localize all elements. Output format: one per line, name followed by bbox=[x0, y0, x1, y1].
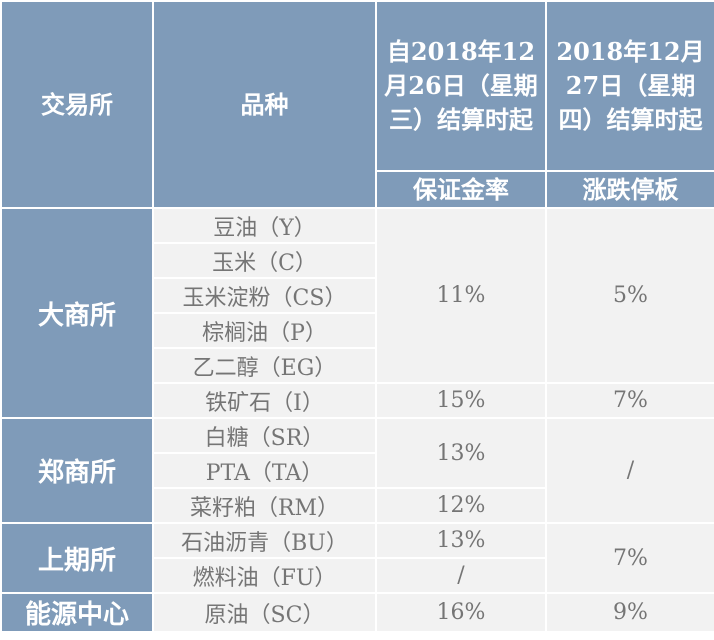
exchange-czce: 郑商所 bbox=[0, 417, 154, 524]
exchange-ine: 能源中心 bbox=[0, 592, 154, 633]
product-fuel-oil: 燃料油（FU） bbox=[152, 557, 377, 594]
product-corn-starch: 玉米淀粉（CS） bbox=[152, 277, 377, 314]
product-rapeseed-meal: 菜籽粕（RM） bbox=[152, 487, 377, 524]
limit-crude-oil: 9% bbox=[545, 592, 714, 633]
header-date-margin: 自2018年12月26日（星期三）结算时起 bbox=[375, 0, 547, 172]
limit-czce: / bbox=[545, 417, 714, 524]
product-bitumen: 石油沥青（BU） bbox=[152, 522, 377, 559]
product-pta: PTA（TA） bbox=[152, 452, 377, 489]
margin-czce-group: 13% bbox=[375, 417, 547, 489]
margin-fuel-oil: / bbox=[375, 557, 547, 594]
header-date-limit: 2018年12月27日（星期四）结算时起 bbox=[545, 0, 714, 172]
product-soybean-oil: 豆油（Y） bbox=[152, 207, 377, 244]
margin-dce-group: 11% bbox=[375, 207, 547, 384]
header-price-limit: 涨跌停板 bbox=[545, 170, 714, 209]
margin-crude-oil: 16% bbox=[375, 592, 547, 633]
limit-iron-ore: 7% bbox=[545, 382, 714, 419]
limit-dce-group: 5% bbox=[545, 207, 714, 384]
product-iron-ore: 铁矿石（I） bbox=[152, 382, 377, 419]
exchange-shfe: 上期所 bbox=[0, 522, 154, 594]
product-crude-oil: 原油（SC） bbox=[152, 592, 377, 633]
limit-shfe: 7% bbox=[545, 522, 714, 594]
product-corn: 玉米（C） bbox=[152, 242, 377, 279]
margin-bitumen: 13% bbox=[375, 522, 547, 559]
margin-rapeseed-meal: 12% bbox=[375, 487, 547, 524]
header-product: 品种 bbox=[152, 0, 377, 209]
exchange-dce: 大商所 bbox=[0, 207, 154, 419]
product-palm-oil: 棕榈油（P） bbox=[152, 312, 377, 349]
header-margin-rate: 保证金率 bbox=[375, 170, 547, 209]
product-sugar: 白糖（SR） bbox=[152, 417, 377, 454]
margin-iron-ore: 15% bbox=[375, 382, 547, 419]
product-ethylene-glycol: 乙二醇（EG） bbox=[152, 347, 377, 384]
header-exchange: 交易所 bbox=[0, 0, 154, 209]
